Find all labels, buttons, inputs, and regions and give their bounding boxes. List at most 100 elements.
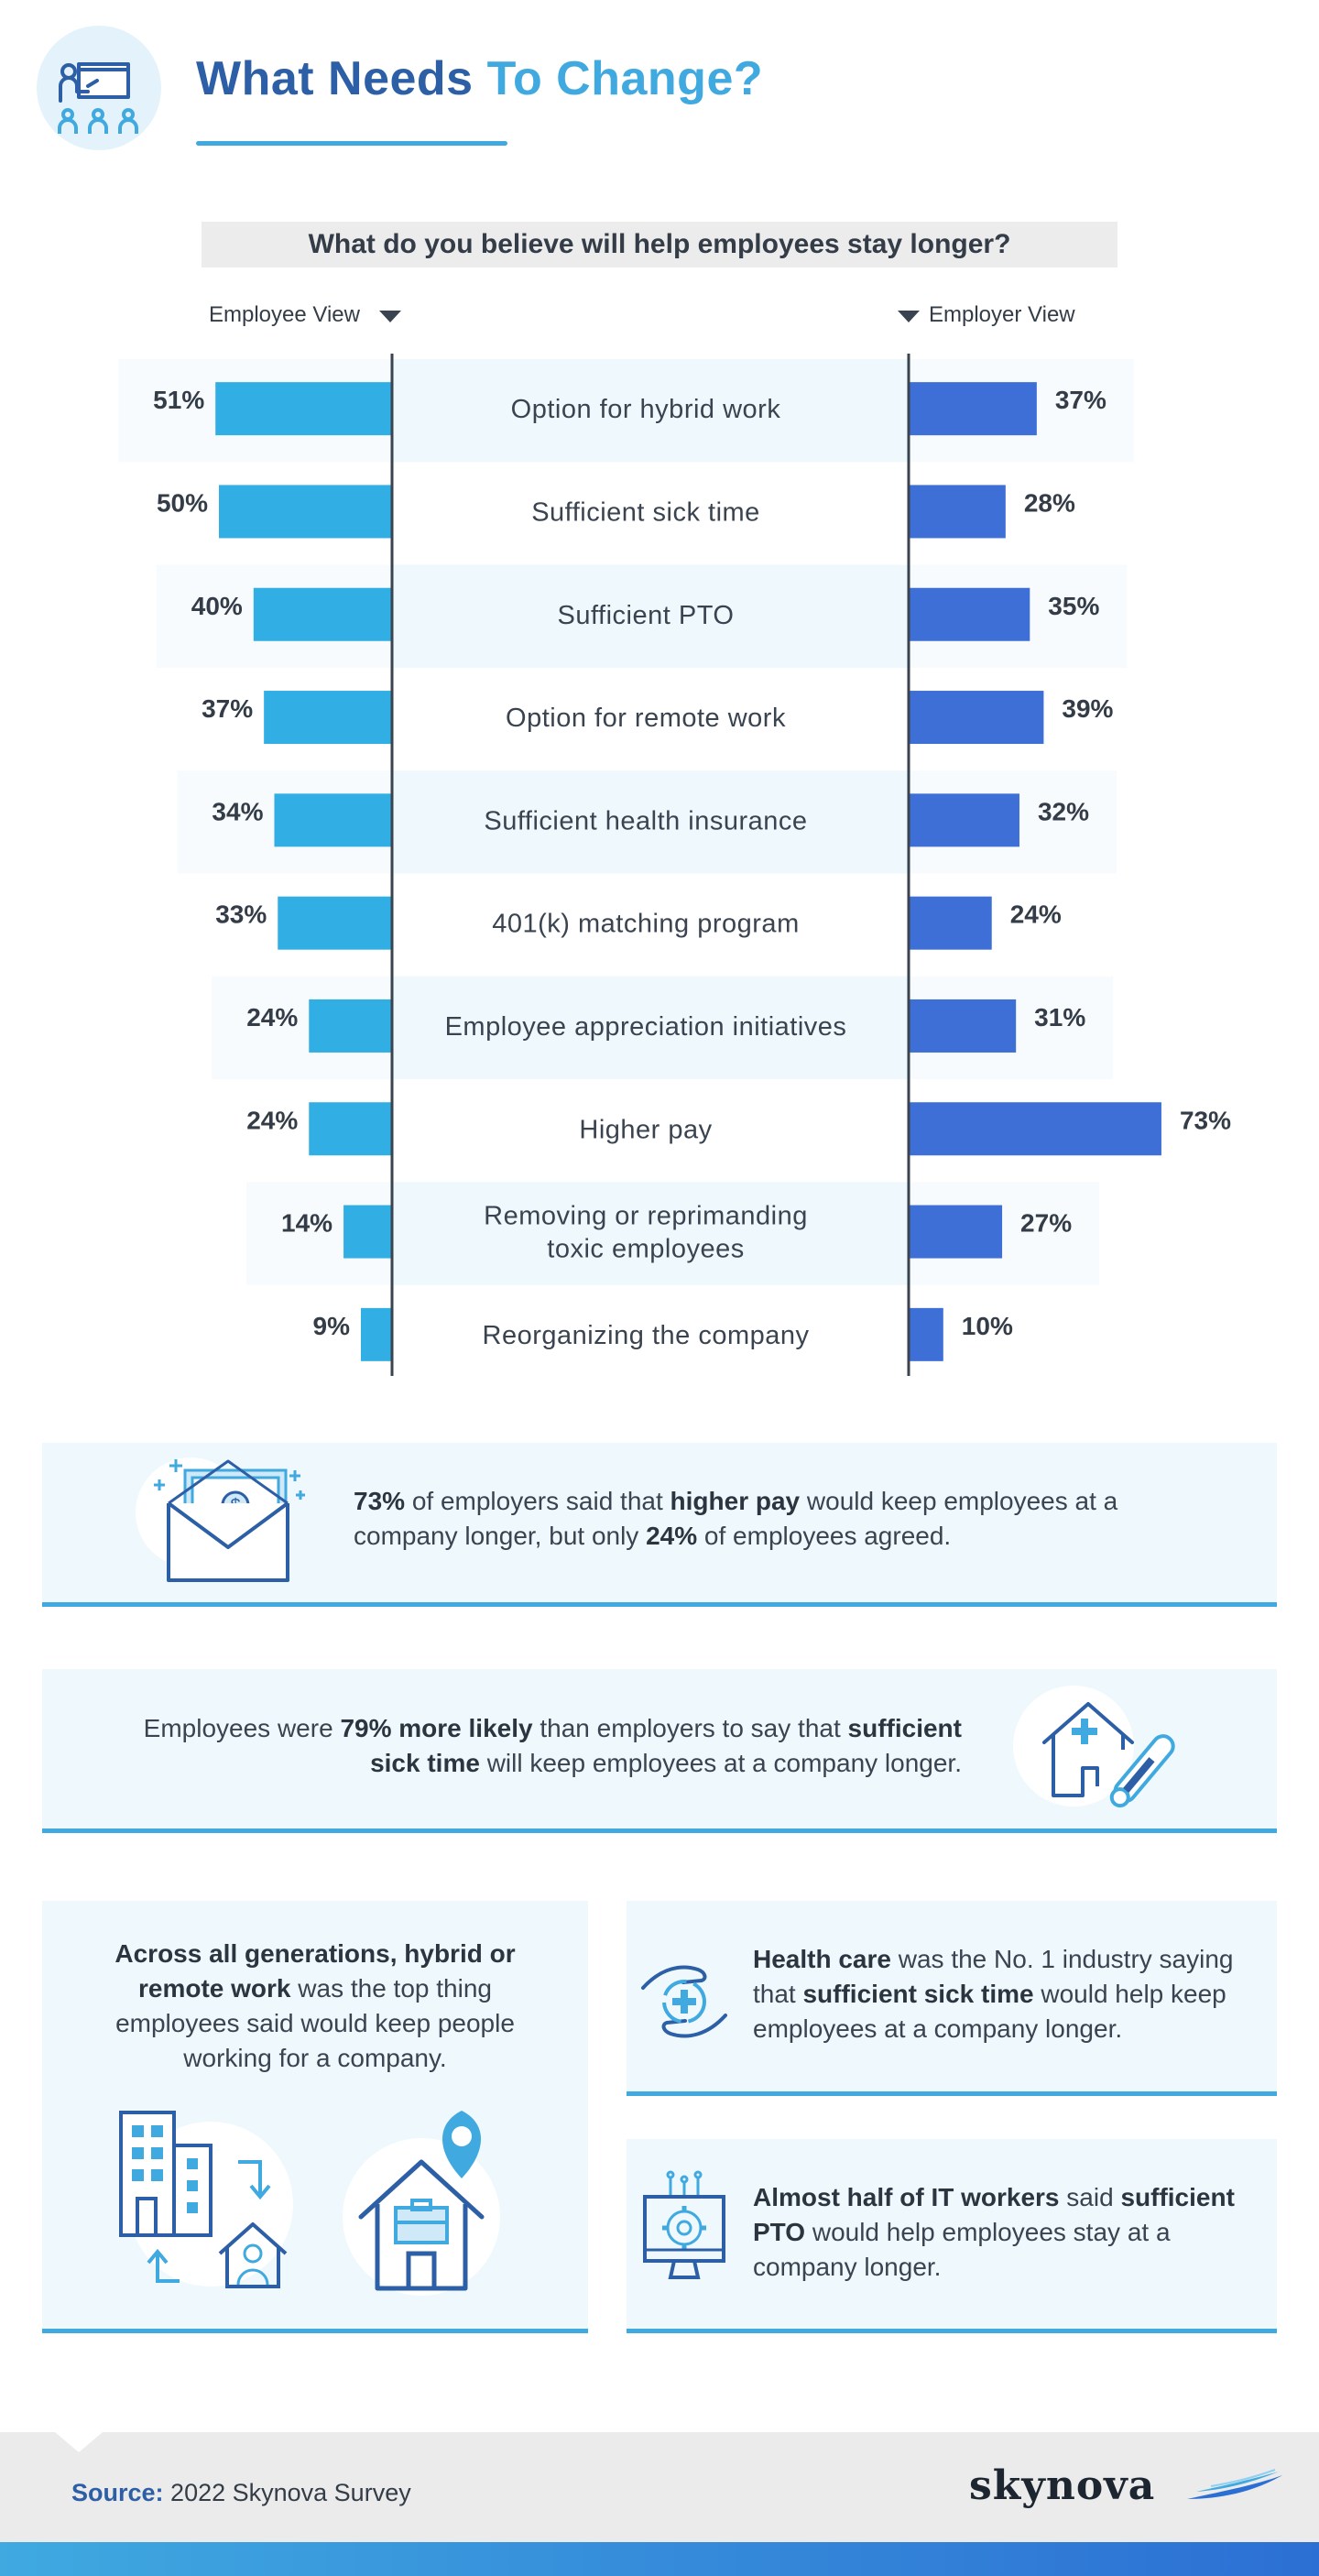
- category-label: Option for hybrid work: [511, 395, 781, 424]
- employer-value-label: 24%: [1010, 901, 1062, 929]
- employer-bar: [909, 1102, 1161, 1156]
- employee-value-label: 51%: [153, 386, 204, 414]
- title-part-2: To Change?: [486, 52, 764, 105]
- it-callout: [627, 2139, 1277, 2329]
- employer-value-label: 39%: [1062, 694, 1113, 723]
- sick-text-3: will keep employees at a company longer.: [479, 1749, 962, 1777]
- pay-callout-underline: [42, 1602, 1277, 1607]
- category-label: 401(k) matching program: [492, 910, 799, 939]
- source-text: 2022 Skynova Survey: [170, 2479, 411, 2506]
- employee-bar: [309, 999, 392, 1053]
- employer-bar: [909, 382, 1037, 436]
- category-label: Option for remote work: [506, 704, 786, 733]
- health-callout-underline: [627, 2091, 1277, 2096]
- pay-text-3: of employees agreed.: [697, 1522, 952, 1550]
- envelope-money-icon: $: [119, 1452, 321, 1589]
- category-label: Sufficient health insurance: [484, 806, 807, 835]
- home-office-location-icon: [330, 2107, 513, 2299]
- brand-swoosh-icon: [1183, 2468, 1286, 2505]
- employer-value-label: 73%: [1180, 1106, 1231, 1134]
- page-title: What Needs To Change?: [196, 51, 763, 106]
- employer-bar: [909, 485, 1006, 539]
- source-label: Source:: [71, 2479, 164, 2506]
- pay-text-2: would keep employees at a company longer…: [354, 1487, 1118, 1550]
- employer-bar: [909, 1205, 1003, 1259]
- title-part-1: What Needs: [196, 52, 474, 105]
- category-label: toxic employees: [547, 1235, 744, 1264]
- employee-bar: [278, 896, 392, 950]
- employer-value-label: 37%: [1055, 386, 1106, 414]
- employee-bar: [253, 587, 392, 641]
- employee-value-label: 40%: [191, 592, 243, 620]
- employer-value-label: 10%: [962, 1312, 1013, 1340]
- it-text-1: said: [1059, 2183, 1121, 2211]
- employer-bar: [909, 1307, 943, 1361]
- it-callout-text: Almost half of IT workers said sufficien…: [753, 2180, 1257, 2285]
- employee-value-label: 34%: [212, 797, 263, 825]
- presentation-icon: [37, 26, 161, 150]
- employee-bar: [360, 1307, 392, 1361]
- health-emphasis-2: sufficient sick time: [802, 1980, 1034, 2008]
- employee-bar: [343, 1205, 392, 1259]
- it-emphasis-1: Almost half of IT workers: [753, 2183, 1060, 2211]
- sick-callout-underline: [42, 1828, 1277, 1833]
- row-shade-center: [392, 564, 909, 668]
- chart-question: What do you believe will help employees …: [202, 222, 1117, 267]
- health-text-2: would help keep employees at a company l…: [753, 1980, 1226, 2043]
- employee-value-label: 24%: [246, 1003, 298, 1031]
- footer-notch: [55, 2432, 103, 2452]
- pay-stat-1: 73%: [354, 1487, 406, 1515]
- brand-logo: skynova: [969, 2462, 1156, 2509]
- hybrid-emphasis: Across all generations, hybrid or remote…: [114, 1939, 516, 2003]
- sick-text-2: than employers to say that: [532, 1714, 848, 1742]
- sick-callout-text: Employees were 79% more likely than empl…: [101, 1711, 962, 1781]
- employee-value-label: 24%: [246, 1106, 298, 1134]
- employer-value-label: 28%: [1024, 488, 1075, 517]
- employee-value-label: 9%: [313, 1312, 351, 1340]
- diverging-bar-chart: 51% 37% Option for hybrid work 50% 28% Suffic…: [153, 354, 1232, 1376]
- triangle-down-icon: [379, 311, 401, 322]
- footer-gradient-bar: [0, 2542, 1319, 2576]
- employer-bar: [909, 691, 1044, 745]
- title-underline: [196, 141, 507, 146]
- sick-text-1: Employees were: [143, 1714, 341, 1742]
- employee-value-label: 37%: [202, 694, 253, 723]
- employer-value-label: 35%: [1048, 592, 1099, 620]
- employer-bar: [909, 999, 1017, 1053]
- employee-value-label: 33%: [215, 901, 267, 929]
- it-text-2: would help employees stay at a company l…: [753, 2218, 1171, 2281]
- pay-stat-2: 24%: [646, 1522, 698, 1550]
- employee-value-label: 50%: [157, 488, 208, 517]
- category-label: Employee appreciation initiatives: [445, 1012, 847, 1042]
- category-label: Higher pay: [579, 1115, 712, 1144]
- health-text-1: was the No. 1 industry saying that: [753, 1945, 1234, 2008]
- category-label: Sufficient sick time: [531, 497, 760, 527]
- source-line: Source: 2022 Skynova Survey: [71, 2479, 411, 2507]
- employee-bar: [309, 1102, 392, 1156]
- pay-text-1: of employers said that: [405, 1487, 670, 1515]
- hybrid-callout-text: Across all generations, hybrid or remote…: [82, 1937, 548, 2076]
- health-emphasis-1: Health care: [753, 1945, 891, 1973]
- employer-value-label: 31%: [1034, 1003, 1085, 1031]
- employee-bar: [219, 485, 392, 539]
- employer-bar: [909, 793, 1019, 847]
- row-shade-center: [392, 1182, 909, 1285]
- pay-emphasis: higher pay: [670, 1487, 801, 1515]
- office-to-home-icon: [101, 2098, 302, 2299]
- computer-gear-icon: [634, 2169, 735, 2288]
- sick-stat: 79% more likely: [340, 1714, 533, 1742]
- health-callout-text: Health care was the No. 1 industry sayin…: [753, 1942, 1257, 2047]
- employee-value-label: 14%: [281, 1209, 332, 1238]
- employee-bar: [274, 793, 392, 847]
- triangle-down-icon: [898, 311, 920, 322]
- employer-bar: [909, 896, 992, 950]
- hands-medical-cross-icon: [634, 1951, 735, 2052]
- health-callout: [627, 1901, 1277, 2091]
- hybrid-text: was the top thing employees said would k…: [115, 1974, 515, 2072]
- it-emphasis-2: sufficient PTO: [753, 2183, 1235, 2246]
- row-shade-center: [392, 359, 909, 463]
- employer-bar: [909, 587, 1030, 641]
- employee-bar: [215, 382, 392, 436]
- employer-value-label: 27%: [1020, 1209, 1072, 1238]
- category-label: Reorganizing the company: [483, 1321, 810, 1350]
